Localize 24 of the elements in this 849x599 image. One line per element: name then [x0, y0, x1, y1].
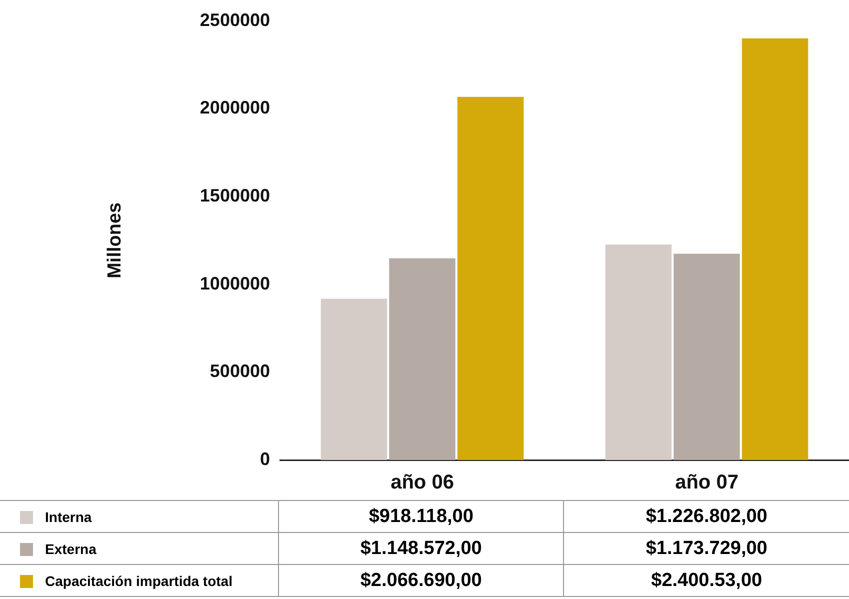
data-label: $1.148.572,00: [278, 532, 564, 564]
data-label: $2.066.690,00: [278, 564, 564, 596]
bar: [457, 96, 524, 460]
legend-label: Capacitación impartida total: [0, 564, 278, 596]
y-axis-title: Millones: [104, 202, 126, 278]
data-label: $1.226.802,00: [564, 500, 849, 532]
y-tick-label: 2000000: [200, 98, 270, 118]
legend-label: Interna: [0, 500, 278, 532]
x-tick-label: año 06: [390, 472, 454, 494]
data-label: $918.118,00: [278, 500, 564, 532]
y-tick-label: 1500000: [200, 185, 270, 206]
y-tick-label: 1000000: [200, 273, 270, 294]
y-tick-label: 0: [260, 448, 270, 469]
bar: [320, 298, 388, 460]
data-label: $1.173.729,00: [564, 532, 849, 564]
bar: [389, 258, 456, 460]
bar: [605, 244, 672, 460]
bar: [742, 38, 808, 460]
y-tick-label: 2500000: [200, 10, 270, 30]
y-tick-label: 500000: [210, 361, 270, 382]
data-label: $2.400.53,00: [564, 564, 849, 596]
x-tick-label: año 07: [675, 472, 738, 494]
legend-label: Externa: [0, 532, 278, 564]
bar: [674, 254, 740, 460]
